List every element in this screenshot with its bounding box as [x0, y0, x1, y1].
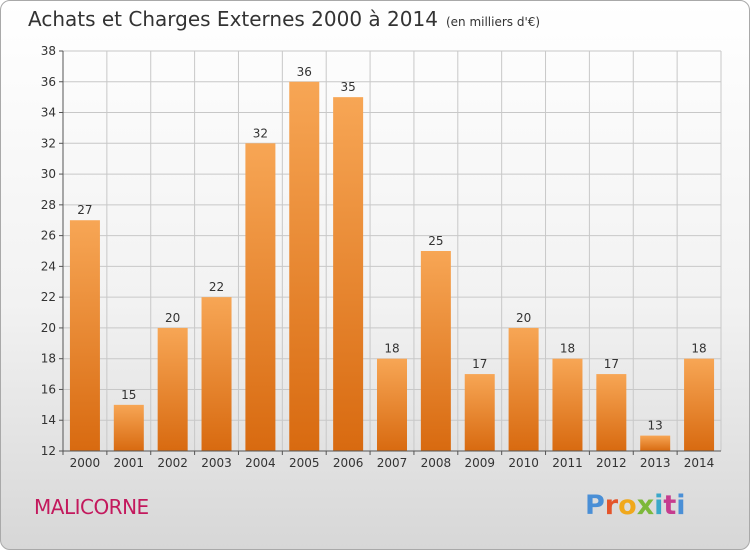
y-tick-label: 16	[41, 382, 56, 396]
y-tick-label: 14	[41, 413, 56, 427]
bar	[157, 327, 188, 451]
logo-letter: P	[585, 490, 605, 521]
data-label: 32	[253, 126, 268, 140]
x-tick-label: 2011	[552, 456, 583, 470]
data-label: 15	[121, 388, 136, 402]
axes	[59, 50, 721, 455]
chart-unit-label: (en milliers d'€)	[445, 15, 541, 29]
bar	[201, 297, 232, 451]
data-label: 36	[297, 65, 312, 79]
x-tick-label: 2003	[201, 456, 232, 470]
y-tick-label: 30	[41, 167, 56, 181]
y-tick-label: 32	[41, 136, 56, 150]
y-tick-label: 22	[41, 290, 56, 304]
bar	[333, 97, 364, 452]
data-label: 18	[691, 342, 706, 356]
x-tick-label: 2009	[464, 456, 495, 470]
x-tick-label: 2004	[245, 456, 276, 470]
bar	[289, 81, 320, 452]
logo-letter: r	[604, 490, 619, 521]
y-tick-label: 20	[41, 321, 56, 335]
x-tick-label: 2001	[114, 456, 145, 470]
data-label: 35	[340, 80, 355, 94]
x-tick-label: 2007	[377, 456, 408, 470]
logo-letter: t	[663, 490, 677, 521]
bars	[69, 81, 715, 452]
labels: 12 14 16 18 20 22 24 26 28 30 32 34 36 38 27 2000 15 2001…	[41, 44, 715, 470]
y-tick-label: 12	[41, 444, 56, 458]
data-label: 17	[472, 357, 487, 371]
chart-title-text: Achats et Charges Externes 2000 à 2014	[28, 7, 438, 31]
y-tick-label: 26	[41, 229, 56, 243]
bar	[245, 143, 276, 452]
y-tick-label: 36	[41, 75, 56, 89]
data-label: 18	[560, 342, 575, 356]
data-label: 17	[604, 357, 619, 371]
logo-letter: i	[676, 490, 686, 521]
y-tick-label: 28	[41, 198, 56, 212]
data-label: 22	[209, 280, 224, 294]
bar	[552, 358, 583, 451]
bar	[113, 404, 144, 451]
data-label: 18	[384, 342, 399, 356]
x-tick-label: 2008	[421, 456, 452, 470]
bar	[464, 374, 495, 451]
bar	[377, 358, 407, 451]
x-tick-label: 2012	[596, 456, 627, 470]
data-label: 13	[648, 419, 663, 433]
data-label: 25	[428, 234, 443, 248]
bar	[596, 374, 627, 451]
bar	[69, 220, 100, 451]
bar	[508, 327, 539, 451]
y-tick-label: 34	[41, 106, 56, 120]
data-label: 27	[77, 203, 92, 217]
logo-letter: o	[618, 490, 637, 521]
x-tick-label: 2005	[289, 456, 320, 470]
data-label: 20	[516, 311, 531, 325]
x-tick-label: 2002	[157, 456, 188, 470]
x-tick-label: 2010	[508, 456, 539, 470]
bar	[684, 358, 715, 451]
y-tick-label: 18	[41, 352, 56, 366]
commune-name: MALICORNE	[34, 495, 149, 519]
bar	[420, 251, 451, 451]
logo-letter: x	[636, 490, 655, 521]
chart-title: Achats et Charges Externes 2000 à 2014 (e…	[28, 7, 540, 31]
data-label: 20	[165, 311, 180, 325]
x-tick-label: 2013	[640, 456, 671, 470]
y-tick-label: 38	[41, 44, 56, 58]
proxiti-logo: Proxiti	[585, 490, 686, 521]
x-tick-label: 2014	[684, 456, 715, 470]
y-tick-label: 24	[41, 259, 56, 273]
x-tick-label: 2006	[333, 456, 364, 470]
logo-letter: i	[654, 490, 664, 521]
bar	[640, 435, 671, 451]
x-tick-label: 2000	[70, 456, 101, 470]
